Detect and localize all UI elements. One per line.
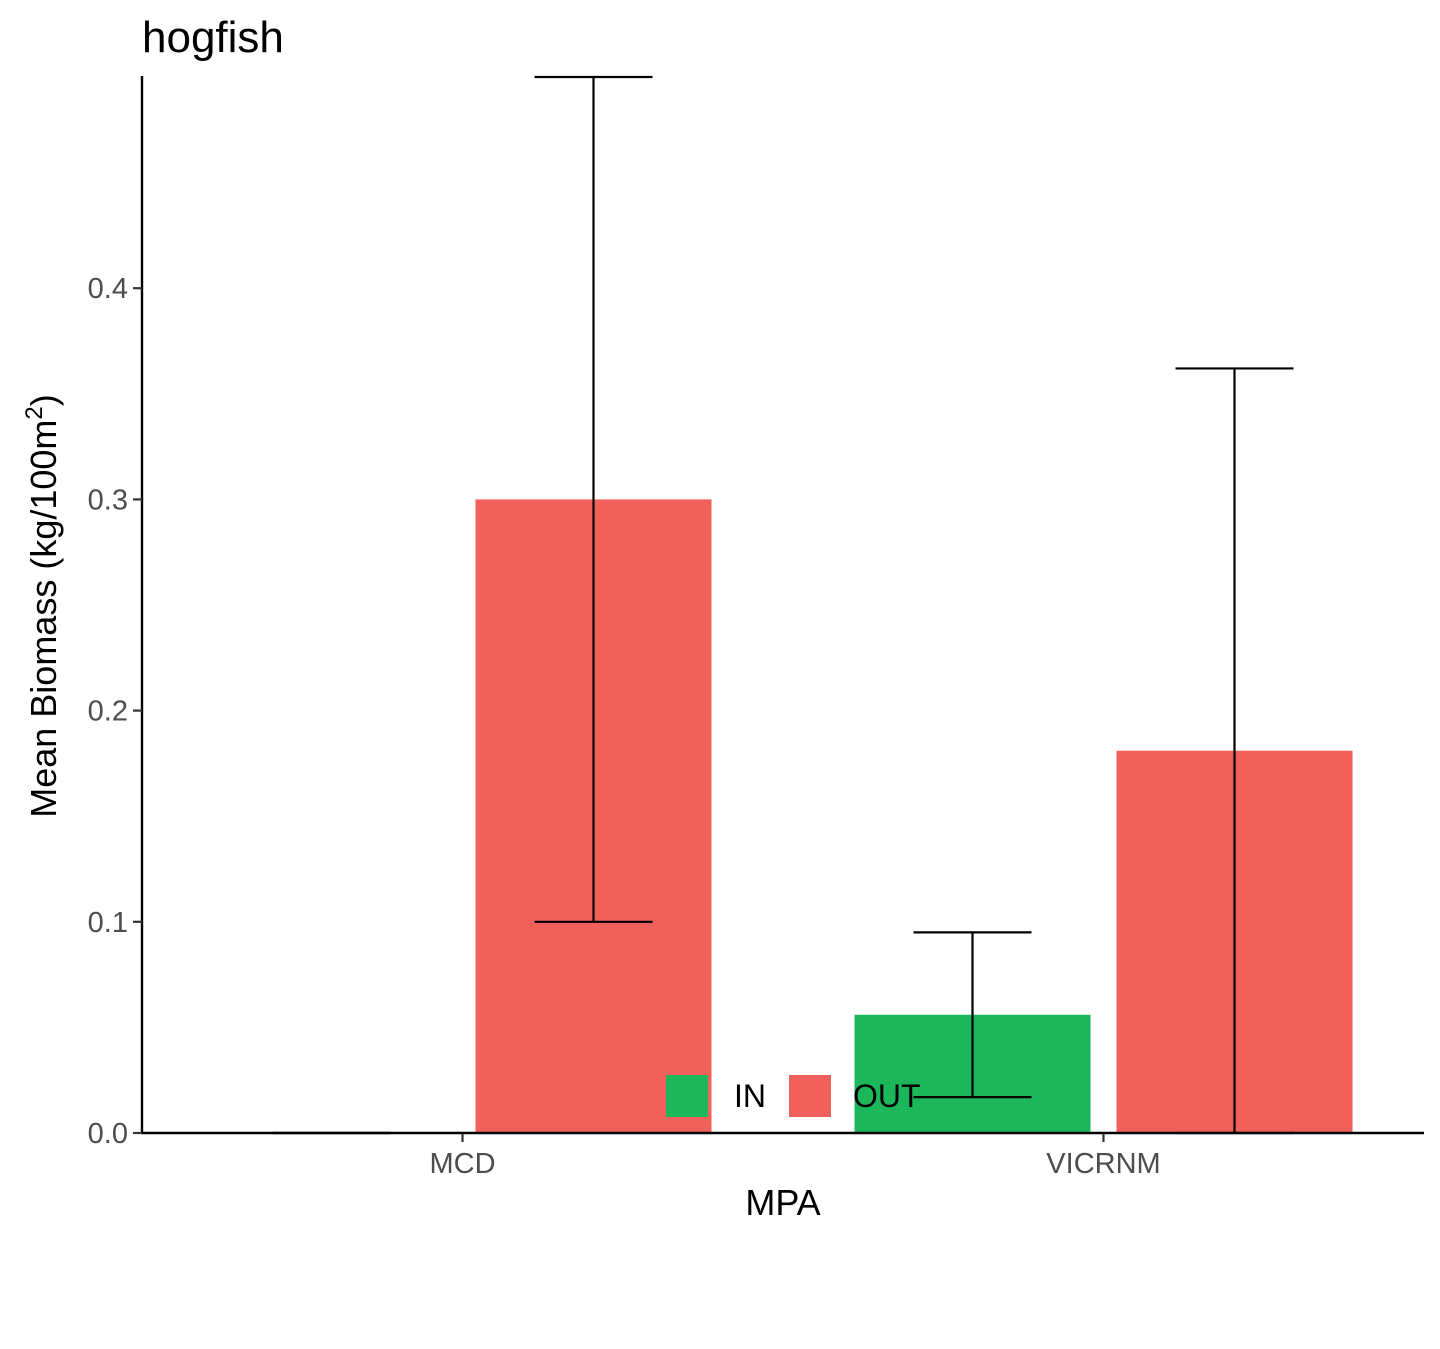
x-tick-label-vicrnm: VICRNM	[1046, 1148, 1160, 1180]
x-tick-label-mcd: MCD	[429, 1148, 495, 1180]
axes: MCD VICRNM 0.0 0.1 0.2 0.3 0.4	[88, 76, 1424, 1180]
legend-label-in: IN	[734, 1078, 766, 1114]
y-tick-label-1: 0.1	[88, 907, 128, 939]
legend: IN OUT	[666, 1075, 921, 1117]
y-tick-label-2: 0.2	[88, 696, 128, 728]
legend-key-in	[666, 1075, 708, 1117]
x-axis-title: MPA	[745, 1182, 820, 1223]
y-axis-title-close: )	[23, 394, 64, 406]
y-axis-title-superscript: 2	[21, 406, 48, 419]
y-axis-title: Mean Biomass (kg/100m2)	[21, 394, 64, 818]
y-tick-label-4: 0.4	[88, 273, 128, 305]
legend-key-out	[789, 1075, 831, 1117]
y-tick-label-0: 0.0	[88, 1118, 128, 1150]
chart-title: hogfish	[142, 13, 284, 62]
legend-label-out: OUT	[853, 1078, 921, 1114]
bars	[475, 499, 1353, 1133]
y-tick-label-3: 0.3	[88, 484, 128, 516]
y-axis-title-main: Mean Biomass (kg/100m	[23, 420, 64, 818]
